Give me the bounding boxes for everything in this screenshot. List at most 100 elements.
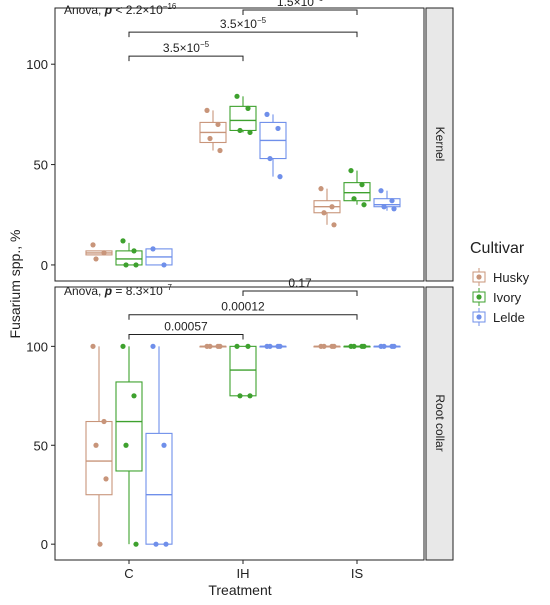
xtick-label: IH xyxy=(237,566,250,581)
data-point xyxy=(90,242,96,248)
kernel-box-IS-Husky xyxy=(313,186,341,228)
root-collar-comparison-bracket: 0.00057 xyxy=(128,319,244,340)
kernel-strip xyxy=(425,7,454,282)
data-point xyxy=(331,222,337,228)
data-point xyxy=(133,541,139,547)
legend-key-point xyxy=(476,294,482,300)
kernel-box-IS-Ivory xyxy=(343,167,371,208)
kernel-box-C-Lelde xyxy=(145,246,173,268)
kernel-comparison-bracket: 1.5×10−6 xyxy=(242,0,358,16)
box-body xyxy=(145,432,173,545)
data-point xyxy=(153,541,159,547)
kernel-comparison-bracket: 3.5×10−5 xyxy=(128,16,358,38)
kernel-ytick-label: 0 xyxy=(41,258,48,273)
legend-title: Cultivar xyxy=(470,240,525,257)
root-collar-box-IH-Husky xyxy=(199,343,227,349)
data-point xyxy=(277,174,283,180)
data-point xyxy=(321,343,327,349)
data-point xyxy=(97,541,103,547)
data-point xyxy=(133,262,139,268)
data-point xyxy=(204,107,210,113)
data-point xyxy=(234,93,240,99)
bracket-label: 0.00012 xyxy=(221,300,265,314)
legend-key-point xyxy=(476,314,482,320)
kernel-box-IH-Ivory xyxy=(229,93,257,136)
legend-label: Husky xyxy=(493,270,530,285)
data-point xyxy=(120,238,126,244)
data-point xyxy=(245,343,251,349)
data-point xyxy=(321,210,327,216)
root-collar-box-IS-Husky xyxy=(313,343,341,349)
data-point xyxy=(264,111,270,117)
data-point xyxy=(150,246,156,252)
data-point xyxy=(161,262,167,268)
data-point xyxy=(331,343,337,349)
data-point xyxy=(217,343,223,349)
root-collar-comparison-bracket: 0.00012 xyxy=(128,300,358,320)
kernel-box-IS-Lelde xyxy=(373,188,401,212)
data-point xyxy=(247,129,253,136)
kernel-box-IH-Husky xyxy=(199,107,227,154)
kernel-ytick-label: 100 xyxy=(26,57,48,72)
data-point xyxy=(93,442,99,448)
data-point xyxy=(267,343,273,349)
data-point xyxy=(237,127,243,134)
data-point xyxy=(267,155,273,162)
root-collar-comparison-bracket: 0.17 xyxy=(242,276,358,296)
root-collar-box-IH-Ivory xyxy=(229,343,257,399)
box-body xyxy=(115,250,143,266)
data-point xyxy=(275,125,281,132)
root-collar-panel-frame xyxy=(54,286,425,561)
data-point xyxy=(361,202,367,208)
data-point xyxy=(93,256,99,262)
data-point xyxy=(237,393,243,399)
root-collar-box-IH-Lelde xyxy=(259,343,287,349)
data-point xyxy=(277,343,283,349)
data-point xyxy=(247,393,253,399)
bracket-line xyxy=(242,290,358,296)
data-point xyxy=(101,418,107,425)
root-collar-box-C-Ivory xyxy=(115,343,143,547)
bracket-line xyxy=(128,55,244,62)
kernel-panel-frame xyxy=(54,7,425,282)
box-body xyxy=(229,345,257,397)
x-axis-title: Treatment xyxy=(208,582,271,598)
root-collar-ytick-label: 0 xyxy=(41,537,48,552)
data-point xyxy=(215,121,221,128)
kernel-anova-label: Anova, p < 2.2×10−16 xyxy=(64,2,177,17)
data-point xyxy=(391,206,397,212)
legend-item-husky: Husky xyxy=(472,268,530,286)
root-collar-strip-label: Root collar xyxy=(433,394,447,451)
data-point xyxy=(351,343,357,349)
box-body xyxy=(115,381,143,472)
legend-item-lelde: Lelde xyxy=(472,308,525,326)
root-collar-ytick-label: 100 xyxy=(26,339,48,354)
bracket-line xyxy=(128,333,244,340)
data-point xyxy=(163,541,169,547)
root-collar-box-IS-Ivory xyxy=(343,343,371,349)
data-point xyxy=(378,188,384,194)
data-point xyxy=(123,262,129,268)
data-point xyxy=(103,476,109,482)
data-point xyxy=(161,442,167,448)
root-collar-box-IS-Lelde xyxy=(373,343,401,349)
kernel-ytick-label: 50 xyxy=(34,158,48,173)
root-collar-box-C-Husky xyxy=(85,343,113,547)
root-collar-box-C-Lelde xyxy=(145,343,173,547)
data-point xyxy=(234,343,240,349)
data-point xyxy=(361,343,367,349)
legend-label: Ivory xyxy=(493,290,522,305)
data-point xyxy=(101,250,107,256)
box-body xyxy=(229,105,257,131)
data-point xyxy=(329,204,335,210)
root-collar-strip xyxy=(425,286,454,561)
kernel-strip-label: Kernel xyxy=(433,127,447,162)
bracket-label: 0.00057 xyxy=(164,319,208,333)
legend-label: Lelde xyxy=(493,310,525,325)
legend-key-point xyxy=(476,274,482,280)
box-body xyxy=(85,420,113,496)
data-point xyxy=(245,105,251,111)
data-point xyxy=(90,343,96,349)
kernel-comparison-bracket: 3.5×10−5 xyxy=(128,40,244,62)
